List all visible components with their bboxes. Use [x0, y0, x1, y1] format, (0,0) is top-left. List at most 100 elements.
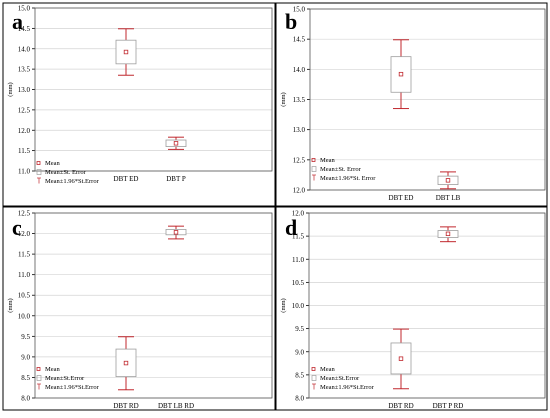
y-tick-label: 11.5	[18, 251, 30, 259]
y-axis-label: (mm)	[280, 298, 287, 312]
y-tick-label: 12.0	[293, 187, 306, 195]
y-tick-label: 10.5	[292, 279, 305, 287]
x-tick-label: DBT RD	[388, 402, 413, 410]
x-tick-label: DBT LB	[436, 194, 461, 202]
y-tick-label: 13.5	[18, 66, 31, 74]
y-tick-label: 11.5	[292, 233, 304, 241]
x-tick-label: DBT RD	[113, 402, 138, 410]
mean-point	[123, 360, 129, 366]
x-tick-label: DBT LB RD	[158, 402, 194, 410]
y-tick-label: 8.5	[21, 374, 30, 382]
y-tick-label: 9.5	[21, 333, 30, 341]
legend-label: Mean	[45, 366, 61, 373]
x-tick-label: DBT P	[166, 175, 186, 183]
y-axis-label: (mm)	[7, 298, 14, 312]
y-tick-label: 13.0	[18, 86, 31, 94]
panel-frame	[2, 2, 276, 207]
legend-label: Mean±1.96*St.Error	[320, 384, 375, 391]
y-tick-label: 8.5	[295, 371, 304, 379]
mean-point	[398, 71, 404, 77]
y-tick-label: 14.5	[18, 25, 31, 33]
legend: Mean Mean±St. Error Mean±1.96*St. Error	[311, 157, 376, 182]
y-tick-label: 12.5	[293, 156, 306, 164]
box-group: DBT LB	[436, 171, 461, 202]
box-group: DBT P	[165, 136, 187, 183]
y-tick-label: 8.0	[295, 395, 304, 403]
panel-frame	[275, 2, 548, 207]
x-tick-label: DBT ED	[389, 194, 414, 202]
se-box	[437, 230, 459, 238]
y-axis-label: (mm)	[280, 92, 287, 106]
legend: Mean Mean±St.Error Mean±1.96*St.Error	[311, 366, 375, 391]
y-tick-label: 9.0	[21, 353, 30, 361]
y-tick-label: 10.5	[18, 292, 31, 300]
plot-frame	[34, 7, 273, 172]
legend-label: Mean±1.96*St.Error	[45, 178, 100, 185]
panel-b: 12.0 12.5 13.0 13.5 14.0 14.5 15.0 (mm) b DBT ED D…	[275, 2, 548, 207]
legend-symbol-mean	[36, 367, 41, 371]
y-tick-label: 9.5	[295, 325, 304, 333]
legend-label: Mean±1.96*St.Error	[45, 384, 100, 391]
se-box	[390, 56, 412, 93]
panel-label: a	[12, 9, 23, 34]
se-box	[165, 139, 187, 147]
panel-label: c	[12, 215, 22, 240]
panel-frame	[275, 206, 548, 411]
y-tick-label: 12.0	[18, 230, 31, 238]
y-tick-label: 15.0	[18, 5, 31, 13]
box-group: DBT LB RD	[158, 225, 194, 410]
y-tick-label: 10.0	[292, 302, 305, 310]
y-tick-label: 12.0	[18, 127, 31, 135]
box-group: DBT ED	[389, 39, 414, 202]
mean-point	[445, 231, 451, 237]
plot-frame	[309, 8, 546, 191]
y-tick-label: 8.0	[21, 395, 30, 403]
legend-symbol-box	[36, 375, 42, 381]
mean-point	[445, 178, 451, 183]
plot-frame	[308, 212, 546, 399]
y-tick-label: 13.0	[293, 126, 306, 134]
panel-label: d	[285, 215, 297, 240]
panel-label: b	[285, 9, 297, 34]
box-group: DBT RD	[388, 328, 414, 410]
legend-symbol-mean	[311, 158, 316, 162]
x-tick-label: DBT P RD	[433, 402, 464, 410]
y-tick-label: 12.5	[18, 106, 31, 114]
legend-symbol-box	[311, 166, 317, 172]
legend-label: Mean	[45, 160, 61, 167]
legend-label: Mean±St. Error	[45, 169, 87, 176]
se-box	[437, 175, 459, 185]
box-group: DBT P RD	[433, 226, 464, 410]
legend-label: Mean±1.96*St. Error	[320, 175, 376, 182]
panel-a: 11.0 11.5 12.0 12.5 13.0 13.5 14.0 14.5 15.0 (mm)…	[2, 2, 276, 207]
legend-label: Mean±St.Error	[320, 375, 360, 382]
plot-frame	[34, 212, 273, 399]
mean-point	[173, 141, 179, 146]
legend-label: Mean	[320, 366, 336, 373]
y-tick-label: 14.5	[293, 36, 306, 44]
y-tick-label: 15.0	[293, 6, 306, 14]
y-tick-label: 11.0	[18, 271, 30, 279]
legend-label: Mean±St. Error	[320, 166, 362, 173]
y-tick-label: 11.0	[18, 168, 30, 176]
se-box	[115, 39, 137, 65]
mean-point	[123, 49, 129, 55]
y-tick-label: 13.5	[293, 96, 306, 104]
y-tick-label: 14.0	[293, 66, 306, 74]
se-box	[165, 229, 187, 236]
y-tick-label: 9.0	[295, 348, 304, 356]
legend: Mean Mean±St. Error Mean±1.96*St.Error	[36, 160, 100, 185]
legend-symbol-mean	[36, 161, 41, 165]
y-tick-label: 12.0	[292, 210, 305, 218]
y-axis-label: (mm)	[7, 82, 14, 96]
legend-symbol-box	[36, 169, 42, 175]
y-tick-label: 11.0	[292, 256, 304, 264]
box-group: DBT ED	[114, 28, 139, 183]
panel-d: 8.0 8.5 9.0 9.5 10.0 10.5 11.0 11.5 12.0 (mm) d DBT…	[275, 206, 548, 411]
x-tick-label: DBT ED	[114, 175, 139, 183]
y-tick-label: 10.0	[18, 312, 31, 320]
panel-c: 8.0 8.5 9.0 9.5 10.0 10.5 11.0 11.5 12.0 12.5 (mm)…	[2, 206, 276, 411]
panel-frame	[2, 206, 276, 411]
